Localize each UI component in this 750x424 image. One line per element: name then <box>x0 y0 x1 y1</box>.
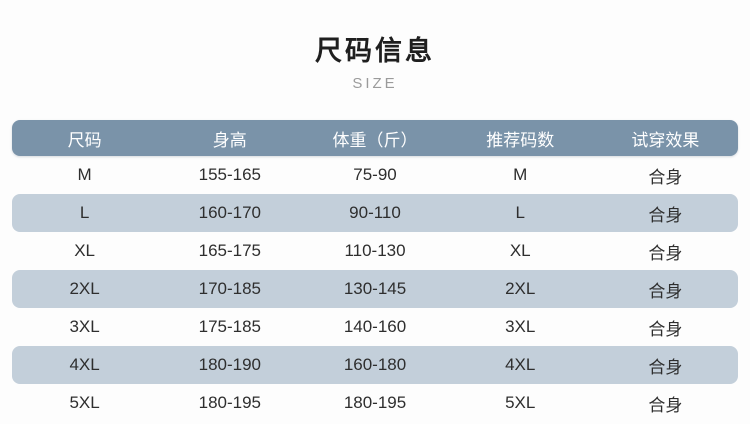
cell-fit: 合身 <box>648 281 683 301</box>
table-row: M 155-165 75-90 M 合身 <box>12 156 738 194</box>
cell-size: 2XL <box>69 279 100 299</box>
table-row: 3XL 175-185 140-160 3XL 合身 <box>12 308 738 346</box>
table-header-row: 尺码 身高 体重（斤） 推荐码数 试穿效果 <box>12 120 738 157</box>
cell-weight: 180-195 <box>343 393 407 413</box>
table-row: L 160-170 90-110 L 合身 <box>12 194 738 233</box>
cell-weight: 75-90 <box>353 165 397 185</box>
header-cell-height: 身高 <box>212 130 247 150</box>
table-row: 5XL 180-195 180-195 5XL 合身 <box>12 384 738 422</box>
cell-weight: 110-130 <box>344 241 406 261</box>
page-subtitle: SIZE <box>352 75 398 93</box>
cell-fit: 合身 <box>648 319 683 339</box>
cell-weight: 90-110 <box>349 203 401 223</box>
cell-fit: 合身 <box>648 357 683 377</box>
page-title: 尺码信息 <box>315 36 435 66</box>
cell-recommend: 3XL <box>505 317 536 337</box>
cell-size: 4XL <box>69 355 100 375</box>
table-row: XL 165-175 110-130 XL 合身 <box>12 232 738 270</box>
cell-height: 165-175 <box>198 241 261 261</box>
cell-size: 5XL <box>69 393 100 413</box>
cell-height: 170-185 <box>198 279 261 299</box>
cell-size: M <box>77 165 92 185</box>
cell-recommend: 2XL <box>505 279 536 299</box>
cell-fit: 合身 <box>648 167 683 187</box>
cell-height: 160-170 <box>198 203 261 223</box>
cell-recommend: M <box>513 165 528 185</box>
cell-size: 3XL <box>69 317 100 337</box>
cell-fit: 合身 <box>648 205 683 225</box>
cell-size: L <box>79 203 90 223</box>
cell-weight: 160-180 <box>343 355 407 375</box>
cell-fit: 合身 <box>648 243 683 263</box>
cell-recommend: L <box>515 203 525 223</box>
header-cell-fit: 试穿效果 <box>631 130 700 150</box>
table-body: M 155-165 75-90 M 合身 L 160-170 90-110 L … <box>12 156 738 422</box>
cell-size: XL <box>74 241 95 261</box>
table-row: 2XL 170-185 130-145 2XL 合身 <box>12 270 738 309</box>
cell-height: 180-195 <box>198 393 261 413</box>
header-cell-size: 尺码 <box>67 130 102 150</box>
cell-fit: 合身 <box>648 395 683 415</box>
cell-height: 180-190 <box>198 355 261 375</box>
cell-weight: 130-145 <box>343 279 407 299</box>
size-table: 尺码 身高 体重（斤） 推荐码数 试穿效果 M 155-165 75-90 M … <box>12 120 738 422</box>
cell-height: 155-165 <box>198 165 261 185</box>
cell-recommend: 4XL <box>505 355 536 375</box>
header-cell-recommend: 推荐码数 <box>486 130 555 150</box>
cell-recommend: XL <box>509 241 531 261</box>
cell-weight: 140-160 <box>343 317 407 337</box>
cell-height: 175-185 <box>198 317 261 337</box>
header-cell-weight: 体重（斤） <box>332 130 418 150</box>
cell-recommend: 5XL <box>505 393 536 413</box>
table-row: 4XL 180-190 160-180 4XL 合身 <box>12 346 738 385</box>
